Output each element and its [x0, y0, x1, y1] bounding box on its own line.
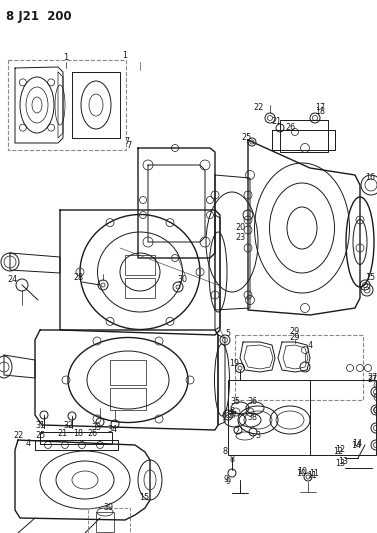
- Text: 1: 1: [63, 53, 69, 62]
- Bar: [125, 255, 155, 275]
- Text: 4: 4: [308, 342, 313, 351]
- Bar: [228, 380, 376, 455]
- Bar: [96, 512, 114, 532]
- Bar: [125, 278, 155, 298]
- Text: 14: 14: [351, 441, 361, 450]
- Text: 5: 5: [225, 329, 231, 338]
- Text: 26: 26: [87, 429, 97, 438]
- Text: 1: 1: [123, 51, 127, 60]
- Text: 29: 29: [290, 327, 300, 336]
- Text: 10: 10: [296, 469, 306, 478]
- Bar: [110, 360, 146, 385]
- Text: 15: 15: [365, 273, 375, 282]
- Text: 3: 3: [256, 432, 261, 440]
- Text: 38: 38: [247, 414, 257, 423]
- Text: 27: 27: [367, 376, 377, 384]
- Text: 32: 32: [63, 421, 73, 430]
- Text: 20: 20: [235, 223, 245, 232]
- Text: 16: 16: [365, 174, 375, 182]
- Text: 12: 12: [333, 448, 343, 456]
- Text: 8: 8: [230, 456, 234, 464]
- Text: 13: 13: [335, 459, 345, 469]
- Text: 8 J21  200: 8 J21 200: [6, 10, 72, 23]
- Text: 35: 35: [230, 398, 240, 407]
- Text: 8: 8: [222, 448, 227, 456]
- Text: 11: 11: [309, 470, 319, 479]
- Bar: [40, 432, 112, 444]
- Text: 7: 7: [127, 141, 132, 149]
- Text: 30: 30: [177, 276, 187, 285]
- Text: 36: 36: [247, 398, 257, 407]
- Text: 23: 23: [235, 233, 245, 243]
- Text: 11: 11: [307, 472, 317, 481]
- Text: 4: 4: [26, 439, 31, 448]
- Text: 22: 22: [13, 431, 23, 440]
- Text: 12: 12: [335, 446, 345, 455]
- Text: 27: 27: [367, 374, 377, 383]
- Text: 34: 34: [107, 425, 117, 434]
- Text: 39: 39: [103, 504, 113, 513]
- Text: 18: 18: [73, 429, 83, 438]
- Text: 29: 29: [290, 333, 300, 342]
- Bar: [280, 120, 328, 152]
- Text: 7: 7: [124, 138, 130, 147]
- Text: 21: 21: [271, 117, 281, 126]
- Bar: [8, 60, 126, 150]
- Text: 26: 26: [285, 124, 295, 133]
- Text: 28: 28: [73, 273, 83, 282]
- Text: 25: 25: [35, 431, 45, 440]
- Text: 15: 15: [139, 492, 149, 502]
- Text: 22: 22: [253, 103, 263, 112]
- Bar: [88, 508, 130, 533]
- Text: 14: 14: [352, 439, 362, 448]
- Text: 31: 31: [35, 421, 45, 430]
- Text: 25: 25: [241, 133, 251, 142]
- Text: 9: 9: [224, 475, 228, 484]
- Text: 37: 37: [227, 411, 237, 421]
- Text: 2: 2: [234, 427, 239, 437]
- Text: 17: 17: [315, 103, 325, 112]
- Text: 33: 33: [91, 424, 101, 432]
- Text: 21: 21: [57, 429, 67, 438]
- Text: 24: 24: [7, 276, 17, 285]
- Bar: [110, 388, 146, 410]
- Bar: [235, 335, 363, 400]
- Text: 10: 10: [297, 466, 307, 475]
- Text: 19: 19: [229, 359, 239, 367]
- Text: 13: 13: [338, 457, 348, 466]
- Text: 18: 18: [315, 108, 325, 117]
- Text: 6: 6: [230, 408, 234, 416]
- Text: 9: 9: [225, 478, 231, 487]
